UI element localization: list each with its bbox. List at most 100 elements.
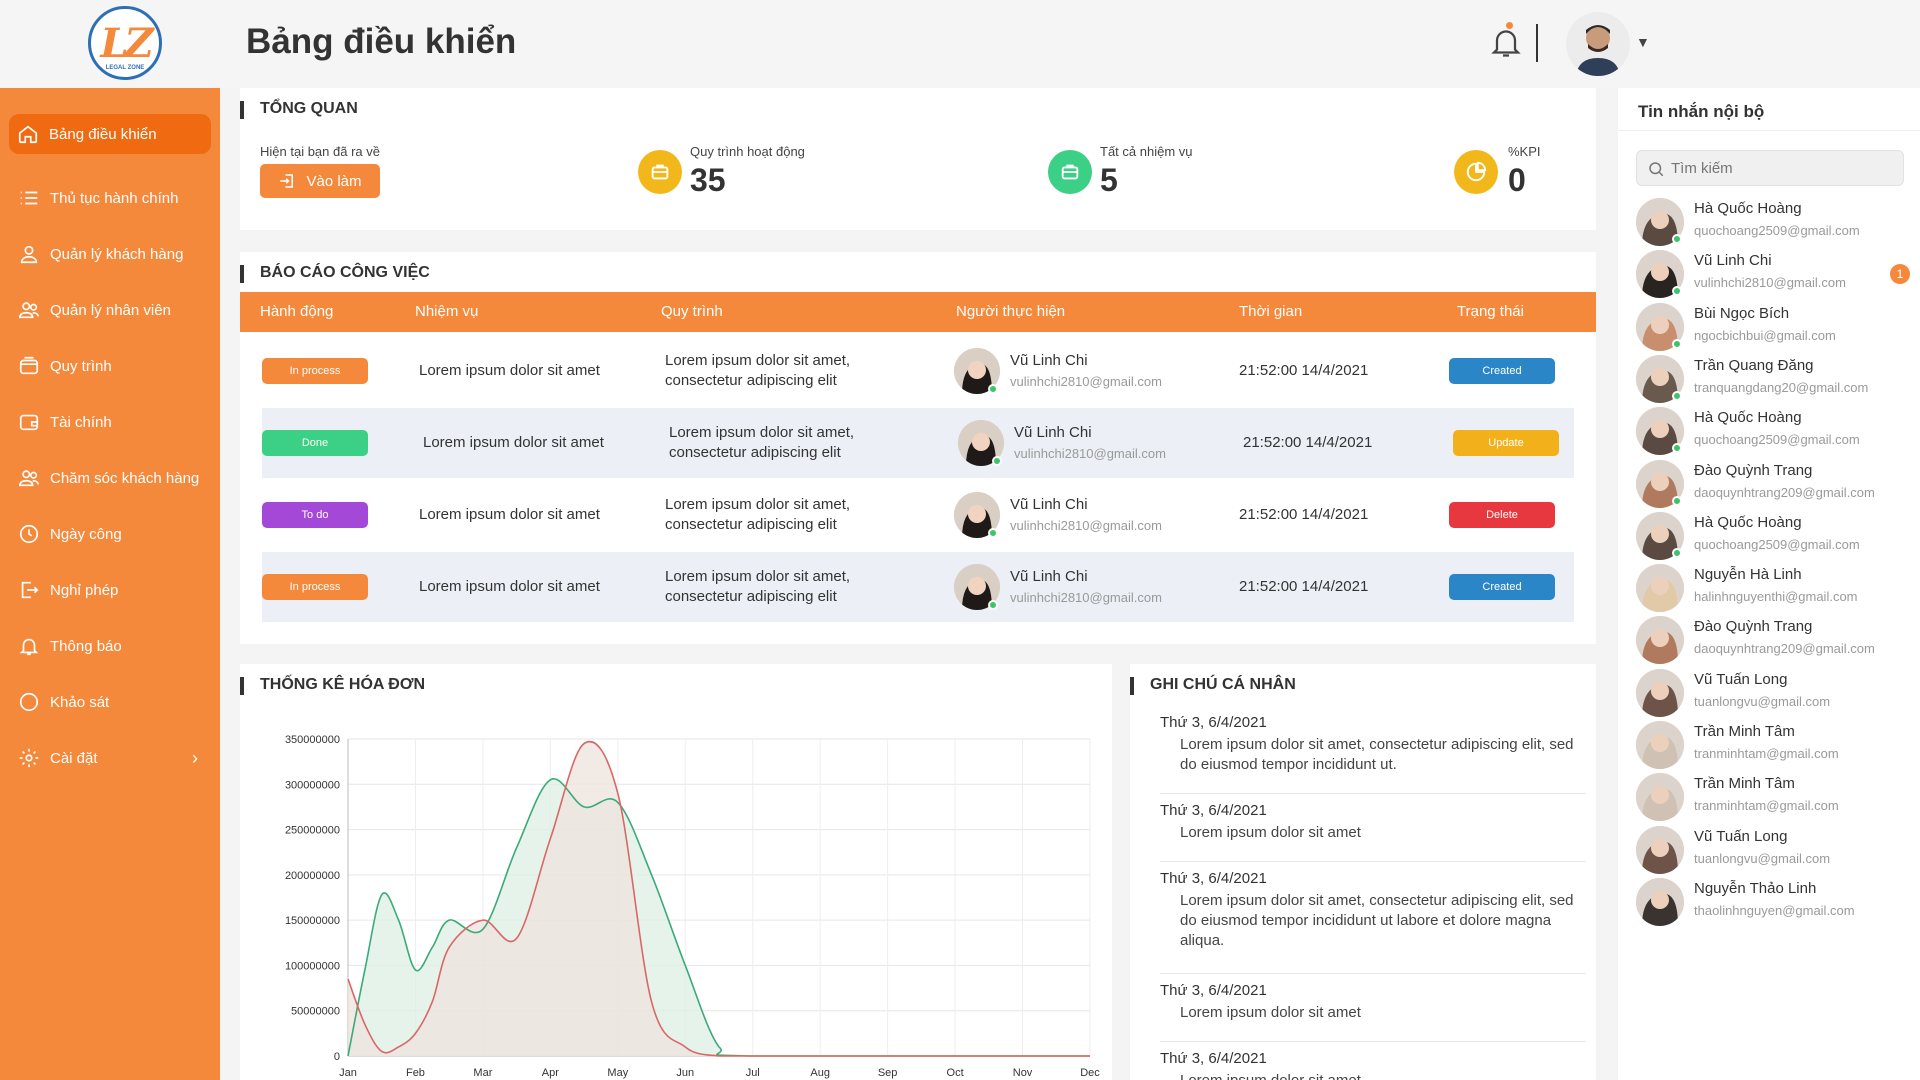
y-tick-label: 200000000 [285, 870, 340, 882]
search-input[interactable] [1671, 151, 1891, 185]
contact-item[interactable]: Hà Quốc Hoàng quochoang2509@gmail.com [1636, 511, 1916, 572]
contact-avatar [1636, 511, 1684, 560]
note-item[interactable]: Thứ 3, 6/4/2021 Lorem ipsum dolor sit am… [1160, 870, 1586, 974]
online-indicator [1672, 338, 1682, 349]
sidebar-item-leave[interactable]: Nghỉ phép [0, 562, 220, 618]
assignee-name: Vũ Linh Chi [1010, 352, 1088, 369]
status-button[interactable]: Delete [1449, 502, 1555, 528]
internal-messages-panel: Tin nhắn nội bộ Hà Quốc Hoàng quochoang25… [1618, 88, 1920, 1080]
sidebar-item-settings[interactable]: Cài đặt › [0, 730, 220, 786]
note-text: Lorem ipsum dolor sit amet, consectetur … [1180, 736, 1574, 773]
y-tick-label: 350000000 [285, 734, 340, 746]
status-button[interactable]: Update [1453, 430, 1559, 456]
avatar-image [1636, 564, 1684, 613]
avatar-image [1636, 459, 1684, 508]
contact-item[interactable]: Hà Quốc Hoàng quochoang2509@gmail.com [1636, 407, 1916, 467]
time-cell: 21:52:00 14/4/2021 [1243, 434, 1373, 451]
logo[interactable]: LZ LEGAL ZONE [88, 6, 162, 80]
contact-item[interactable]: Trần Quang Đăng tranquangdang20@gmail.com [1636, 354, 1916, 415]
contact-email: thaolinhnguyen@gmail.com [1694, 902, 1855, 918]
invoice-chart: 0 50000000 100000000 150000000 200000000 2500… [285, 734, 1100, 1079]
note-date: Thứ 3, 6/4/2021 [1160, 802, 1267, 819]
chevron-down-icon[interactable]: ▼ [1636, 34, 1650, 50]
sidebar-item-customers[interactable]: Quản lý khách hàng [0, 226, 220, 282]
sidebar-item-process[interactable]: Quy trình [0, 338, 220, 394]
action-badge[interactable]: In process [262, 358, 368, 384]
overview-card: TỔNG QUAN Hiện tại bạn đã ra về Vào làm … [240, 88, 1596, 230]
x-tick-label: Sep [878, 1067, 898, 1079]
contact-item[interactable]: Trần Minh Tâm tranminhtam@gmail.com [1636, 721, 1916, 781]
sidebar-item-employees[interactable]: Quản lý nhân viên [0, 282, 220, 338]
series-area [348, 741, 1090, 1056]
note-item[interactable]: Thứ 3, 6/4/2021 Lorem ipsum dolor sit am… [1160, 802, 1586, 862]
contact-item[interactable]: Nguyễn Hà Linh halinhnguyenthi@gmail.com [1636, 564, 1916, 624]
x-tick-label: Oct [947, 1067, 964, 1079]
contact-item[interactable]: Hà Quốc Hoàng quochoang2509@gmail.com [1636, 198, 1916, 258]
time-cell: 21:52:00 14/4/2021 [1239, 506, 1369, 523]
contact-name: Đào Quỳnh Trang [1694, 618, 1813, 636]
action-badge[interactable]: To do [262, 502, 368, 528]
contact-email: daoquynhtrang209@gmail.com [1694, 484, 1875, 500]
process-cell-line2: consectetur adipiscing elit [665, 516, 837, 533]
contact-avatar [1636, 354, 1684, 403]
contact-name: Trần Quang Đăng [1694, 356, 1814, 374]
bell-icon [19, 638, 39, 656]
contact-avatar [1636, 721, 1684, 769]
contact-item[interactable]: Vũ Tuấn Long tuanlongvu@gmail.com [1636, 825, 1916, 886]
action-badge[interactable]: Done [262, 430, 368, 456]
chevron-right-icon: › [192, 747, 198, 768]
note-item[interactable]: Thứ 3, 6/4/2021 Lorem ipsum dolor sit am… [1160, 714, 1586, 794]
column-header: Người thực hiện [956, 303, 1066, 320]
contact-avatar [1636, 773, 1684, 822]
table-row[interactable]: In process Lorem ipsum dolor sit amet Lo… [262, 336, 1574, 406]
contact-item[interactable]: Vũ Tuấn Long tuanlongvu@gmail.com [1636, 668, 1916, 729]
process-cell-line2: consectetur adipiscing elit [669, 444, 841, 461]
table-row[interactable]: To do Lorem ipsum dolor sit amet Lorem i… [262, 480, 1574, 550]
x-tick-label: Dec [1080, 1067, 1100, 1079]
note-item[interactable]: Thứ 3, 6/4/2021 Lorem ipsum dolor sit am… [1160, 1050, 1586, 1080]
user-avatar[interactable] [1566, 12, 1630, 76]
column-header: Quy trình [661, 303, 723, 320]
y-tick-label: 100000000 [285, 960, 340, 972]
table-row[interactable]: In process Lorem ipsum dolor sit amet Lo… [262, 552, 1574, 622]
sidebar-item-admin-procedures[interactable]: Thủ tục hành chính [0, 170, 220, 226]
avatar-image [1636, 721, 1684, 769]
note-date: Thứ 3, 6/4/2021 [1160, 982, 1267, 999]
contact-item[interactable]: Trần Minh Tâm tranminhtam@gmail.com [1636, 773, 1916, 833]
contact-avatar [1636, 668, 1684, 717]
note-date: Thứ 3, 6/4/2021 [1160, 1050, 1267, 1067]
contact-item[interactable]: Đào Quỳnh Trang daoquynhtrang209@gmail.co… [1636, 459, 1916, 520]
sidebar-item-customer-care[interactable]: Chăm sóc khách hàng [0, 450, 220, 506]
contact-item[interactable]: Vũ Linh Chi vulinhchi2810@gmail.com 1 [1636, 250, 1916, 310]
sidebar-item-notifications[interactable]: Thông báo [0, 618, 220, 674]
tasks-label: Tất cả nhiệm vụ [1100, 144, 1193, 159]
checkin-button[interactable]: Vào làm [260, 164, 380, 198]
status-button[interactable]: Created [1449, 358, 1555, 384]
task-cell: Lorem ipsum dolor sit amet [419, 362, 600, 379]
contact-item[interactable]: Bùi Ngọc Bích ngocbichbui@gmail.com [1636, 302, 1916, 363]
sidebar-item-workdays[interactable]: Ngày công [0, 506, 220, 562]
process-cell-line1: Lorem ipsum dolor sit amet, [669, 424, 855, 441]
sidebar-item-dashboard[interactable]: Bảng điều khiển [9, 114, 211, 154]
note-text: Lorem ipsum dolor sit amet [1180, 1004, 1361, 1021]
contact-avatar [1636, 877, 1684, 926]
contact-item[interactable]: Nguyễn Thảo Linh thaolinhnguyen@gmail.com [1636, 877, 1916, 938]
contact-name: Hà Quốc Hoàng [1694, 409, 1802, 427]
note-item[interactable]: Thứ 3, 6/4/2021 Lorem ipsum dolor sit am… [1160, 982, 1586, 1042]
status-button[interactable]: Created [1449, 574, 1555, 600]
contact-email: tuanlongvu@gmail.com [1694, 850, 1831, 866]
assignee-email: vulinhchi2810@gmail.com [1010, 518, 1162, 533]
tasks-value: 5 [1100, 162, 1118, 198]
table-row[interactable]: Done Lorem ipsum dolor sit amet Lorem ip… [262, 408, 1574, 478]
contact-email: tranquangdang20@gmail.com [1694, 379, 1869, 395]
briefcase-icon [651, 164, 669, 180]
contact-search[interactable] [1636, 150, 1904, 186]
sidebar-item-survey[interactable]: Khảo sát [0, 674, 220, 730]
x-tick-label: May [607, 1067, 628, 1079]
contact-name: Hà Quốc Hoàng [1694, 200, 1802, 217]
sidebar-item-finance[interactable]: Tài chính [0, 394, 220, 450]
notification-bell-icon[interactable] [1488, 24, 1524, 60]
contact-item[interactable]: Đào Quỳnh Trang daoquynhtrang209@gmail.co… [1636, 616, 1916, 676]
avatar-image [1636, 773, 1684, 822]
action-badge[interactable]: In process [262, 574, 368, 600]
